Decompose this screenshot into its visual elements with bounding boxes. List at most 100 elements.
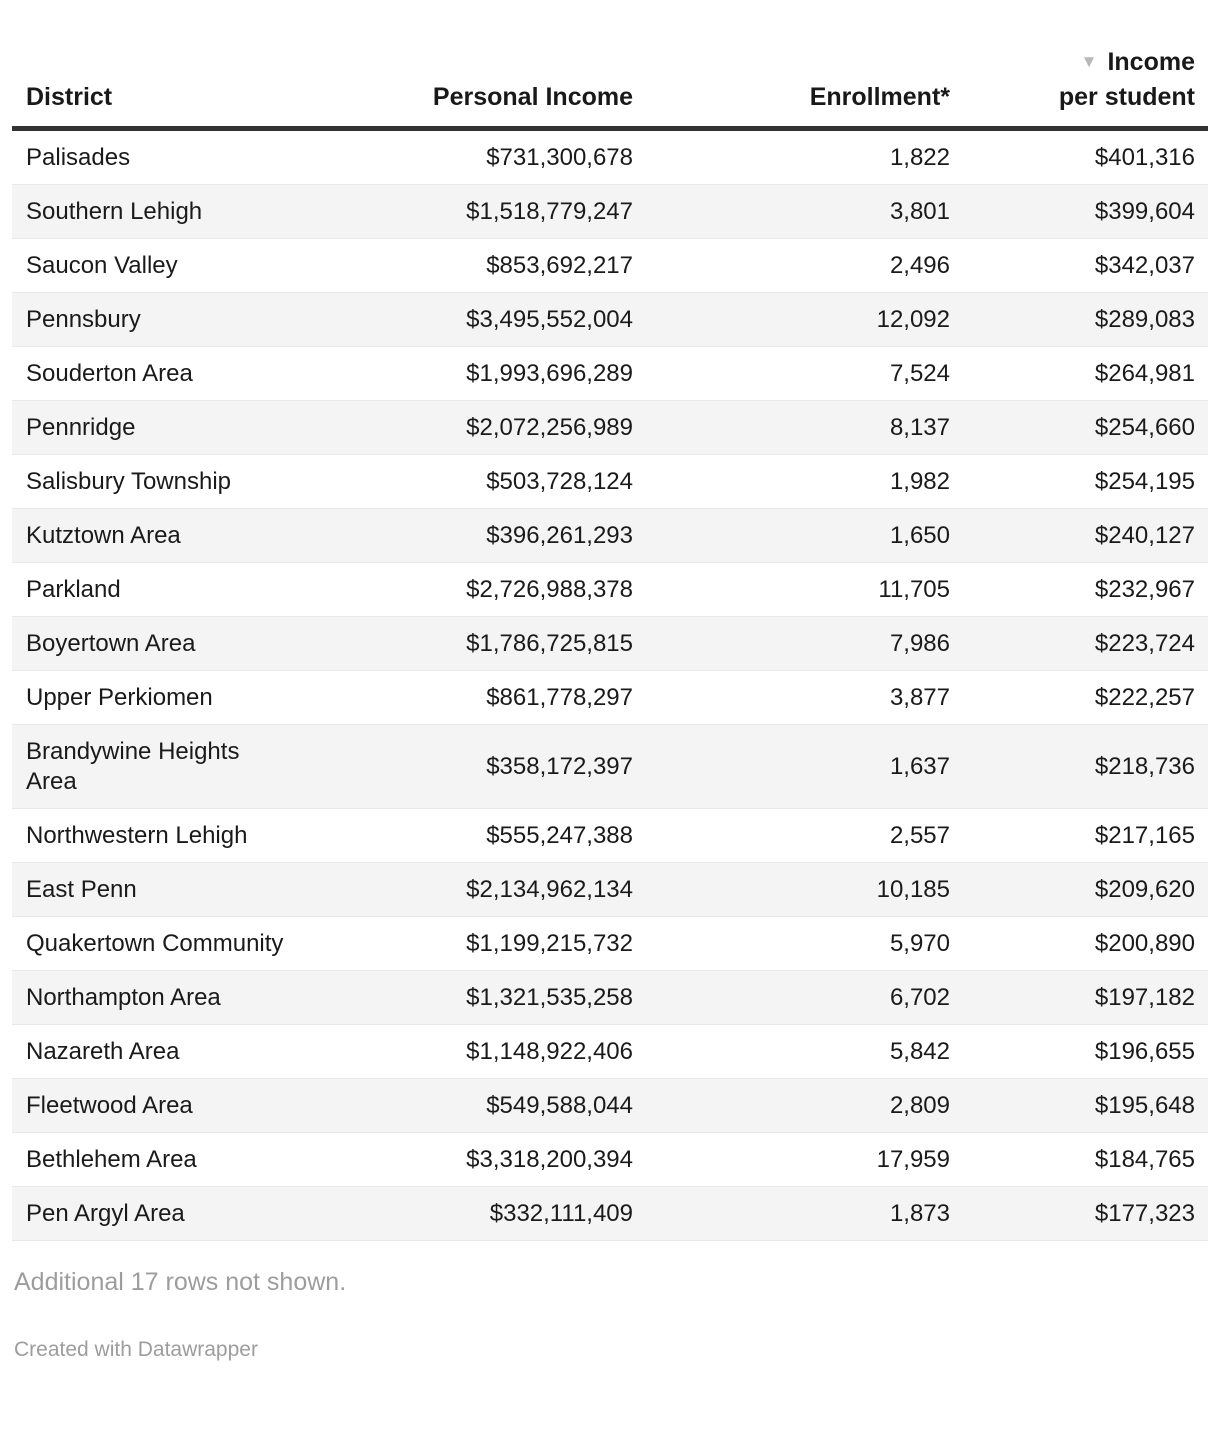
income-per-student-cell: $197,182 bbox=[963, 970, 1208, 1025]
table-widget: District Personal Income Enrollment* ▼ In… bbox=[12, 46, 1208, 1361]
income-per-student-cell: $264,981 bbox=[963, 346, 1208, 401]
district-cell: Saucon Valley bbox=[12, 238, 302, 293]
personal-income-cell: $1,148,922,406 bbox=[302, 1024, 646, 1079]
district-cell: Quakertown Community bbox=[12, 916, 302, 971]
district-cell: Palisades bbox=[12, 128, 302, 185]
personal-income-cell: $358,172,397 bbox=[302, 724, 646, 809]
personal-income-cell: $396,261,293 bbox=[302, 508, 646, 563]
personal-income-cell: $332,111,409 bbox=[302, 1186, 646, 1241]
personal-income-cell: $555,247,388 bbox=[302, 808, 646, 863]
column-header-district[interactable]: District bbox=[12, 46, 302, 131]
personal-income-cell: $2,726,988,378 bbox=[302, 562, 646, 617]
income-per-student-cell: $200,890 bbox=[963, 916, 1208, 971]
datawrapper-credit[interactable]: Created with Datawrapper bbox=[14, 1338, 258, 1361]
district-cell: Pen Argyl Area bbox=[12, 1186, 302, 1241]
enrollment-cell: 2,809 bbox=[646, 1078, 963, 1133]
personal-income-cell: $1,993,696,289 bbox=[302, 346, 646, 401]
income-header-line1: ▼ Income bbox=[963, 46, 1195, 81]
personal-income-cell: $3,318,200,394 bbox=[302, 1132, 646, 1187]
district-cell: Brandywine Heights Area bbox=[12, 724, 302, 809]
income-per-student-cell: $196,655 bbox=[963, 1024, 1208, 1079]
personal-income-cell: $1,786,725,815 bbox=[302, 616, 646, 671]
rows-not-shown-note: Additional 17 rows not shown. bbox=[14, 1268, 347, 1296]
income-header-line2: per student bbox=[1058, 83, 1195, 111]
district-cell: Kutztown Area bbox=[12, 508, 302, 563]
personal-income-cell: $1,321,535,258 bbox=[302, 970, 646, 1025]
district-cell: Bethlehem Area bbox=[12, 1132, 302, 1187]
district-cell: East Penn bbox=[12, 862, 302, 917]
enrollment-cell: 6,702 bbox=[646, 970, 963, 1025]
district-cell: Salisbury Township bbox=[12, 454, 302, 509]
column-header-income-per-student[interactable]: ▼ Income per student bbox=[963, 46, 1208, 131]
table-row: Upper Perkiomen $861,778,297 3,877 $222,257 bbox=[12, 670, 1208, 725]
table-row: Parkland $2,726,988,378 11,705 $232,967 bbox=[12, 562, 1208, 617]
column-header-enrollment-label: Enrollment* bbox=[809, 83, 950, 111]
table-row: Pennridge $2,072,256,989 8,137 $254,660 bbox=[12, 400, 1208, 455]
income-per-student-cell: $218,736 bbox=[963, 724, 1208, 809]
income-header-line1-label: Income bbox=[1107, 48, 1195, 76]
column-header-personal-income[interactable]: Personal Income bbox=[302, 46, 646, 131]
column-header-enrollment[interactable]: Enrollment* bbox=[646, 46, 963, 131]
enrollment-cell: 12,092 bbox=[646, 292, 963, 347]
income-per-student-cell: $209,620 bbox=[963, 862, 1208, 917]
table-row: Souderton Area $1,993,696,289 7,524 $264,98… bbox=[12, 346, 1208, 401]
enrollment-cell: 3,801 bbox=[646, 184, 963, 239]
table-row: Nazareth Area $1,148,922,406 5,842 $196,655 bbox=[12, 1024, 1208, 1079]
table-row: East Penn $2,134,962,134 10,185 $209,620 bbox=[12, 862, 1208, 917]
table-row: Brandywine Heights Area $358,172,397 1,637… bbox=[12, 724, 1208, 809]
table-row: Quakertown Community $1,199,215,732 5,970 $… bbox=[12, 916, 1208, 971]
enrollment-cell: 1,982 bbox=[646, 454, 963, 509]
enrollment-cell: 2,496 bbox=[646, 238, 963, 293]
table-row: Salisbury Township $503,728,124 1,982 $254,… bbox=[12, 454, 1208, 509]
district-cell: Parkland bbox=[12, 562, 302, 617]
income-per-student-cell: $254,660 bbox=[963, 400, 1208, 455]
table-row: Northampton Area $1,321,535,258 6,702 $197,… bbox=[12, 970, 1208, 1025]
enrollment-cell: 1,822 bbox=[646, 128, 963, 185]
column-header-personal-income-label: Personal Income bbox=[432, 83, 633, 111]
district-cell: Upper Perkiomen bbox=[12, 670, 302, 725]
district-cell: Souderton Area bbox=[12, 346, 302, 401]
income-per-student-cell: $184,765 bbox=[963, 1132, 1208, 1187]
income-per-student-cell: $240,127 bbox=[963, 508, 1208, 563]
personal-income-cell: $2,072,256,989 bbox=[302, 400, 646, 455]
table-row: Boyertown Area $1,786,725,815 7,986 $223,72… bbox=[12, 616, 1208, 671]
table-row: Northwestern Lehigh $555,247,388 2,557 $217… bbox=[12, 808, 1208, 863]
enrollment-cell: 3,877 bbox=[646, 670, 963, 725]
personal-income-cell: $503,728,124 bbox=[302, 454, 646, 509]
table-row: Bethlehem Area $3,318,200,394 17,959 $184,7… bbox=[12, 1132, 1208, 1187]
table-row: Pennsbury $3,495,552,004 12,092 $289,083 bbox=[12, 292, 1208, 347]
enrollment-cell: 1,873 bbox=[646, 1186, 963, 1241]
table-body: Palisades $731,300,678 1,822 $401,316 Southe… bbox=[12, 128, 1208, 1241]
income-per-student-cell: $217,165 bbox=[963, 808, 1208, 863]
district-cell: Pennsbury bbox=[12, 292, 302, 347]
enrollment-cell: 11,705 bbox=[646, 562, 963, 617]
enrollment-cell: 2,557 bbox=[646, 808, 963, 863]
income-per-student-cell: $399,604 bbox=[963, 184, 1208, 239]
table-row: Palisades $731,300,678 1,822 $401,316 bbox=[12, 128, 1208, 185]
district-cell: Nazareth Area bbox=[12, 1024, 302, 1079]
income-per-student-cell: $195,648 bbox=[963, 1078, 1208, 1133]
personal-income-cell: $3,495,552,004 bbox=[302, 292, 646, 347]
table-header: District Personal Income Enrollment* ▼ In… bbox=[12, 46, 1208, 131]
income-per-student-cell: $289,083 bbox=[963, 292, 1208, 347]
district-cell: Pennridge bbox=[12, 400, 302, 455]
enrollment-cell: 1,637 bbox=[646, 724, 963, 809]
personal-income-cell: $853,692,217 bbox=[302, 238, 646, 293]
enrollment-cell: 10,185 bbox=[646, 862, 963, 917]
personal-income-cell: $2,134,962,134 bbox=[302, 862, 646, 917]
income-per-student-cell: $222,257 bbox=[963, 670, 1208, 725]
table-row: Saucon Valley $853,692,217 2,496 $342,037 bbox=[12, 238, 1208, 293]
column-header-district-label: District bbox=[26, 83, 113, 111]
income-per-student-cell: $342,037 bbox=[963, 238, 1208, 293]
enrollment-cell: 7,524 bbox=[646, 346, 963, 401]
income-table: District Personal Income Enrollment* ▼ In… bbox=[12, 46, 1208, 1241]
personal-income-cell: $1,199,215,732 bbox=[302, 916, 646, 971]
income-per-student-cell: $223,724 bbox=[963, 616, 1208, 671]
personal-income-cell: $1,518,779,247 bbox=[302, 184, 646, 239]
enrollment-cell: 8,137 bbox=[646, 400, 963, 455]
table-row: Pen Argyl Area $332,111,409 1,873 $177,323 bbox=[12, 1186, 1208, 1241]
district-cell: Boyertown Area bbox=[12, 616, 302, 671]
enrollment-cell: 1,650 bbox=[646, 508, 963, 563]
sort-descending-icon: ▼ bbox=[1080, 52, 1098, 71]
income-per-student-cell: $401,316 bbox=[963, 128, 1208, 185]
